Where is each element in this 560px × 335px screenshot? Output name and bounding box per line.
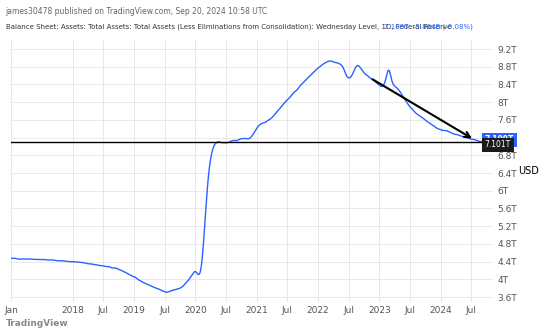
Text: Balance Sheet: Assets: Total Assets: Total Assets (Less Eliminations from Consol: Balance Sheet: Assets: Total Assets: Tot… [6,23,455,30]
Text: james30478 published on TradingView.com, Sep 20, 2024 10:58 UTC: james30478 published on TradingView.com,… [6,7,268,16]
Text: TradingView: TradingView [6,319,68,328]
Text: 7.101T: 7.101T [485,140,511,149]
Text: 7.109T  -5.864B (-0.08%): 7.109T -5.864B (-0.08%) [384,23,473,30]
Text: 7.109T: 7.109T [485,135,514,144]
Y-axis label: USD: USD [518,166,539,176]
